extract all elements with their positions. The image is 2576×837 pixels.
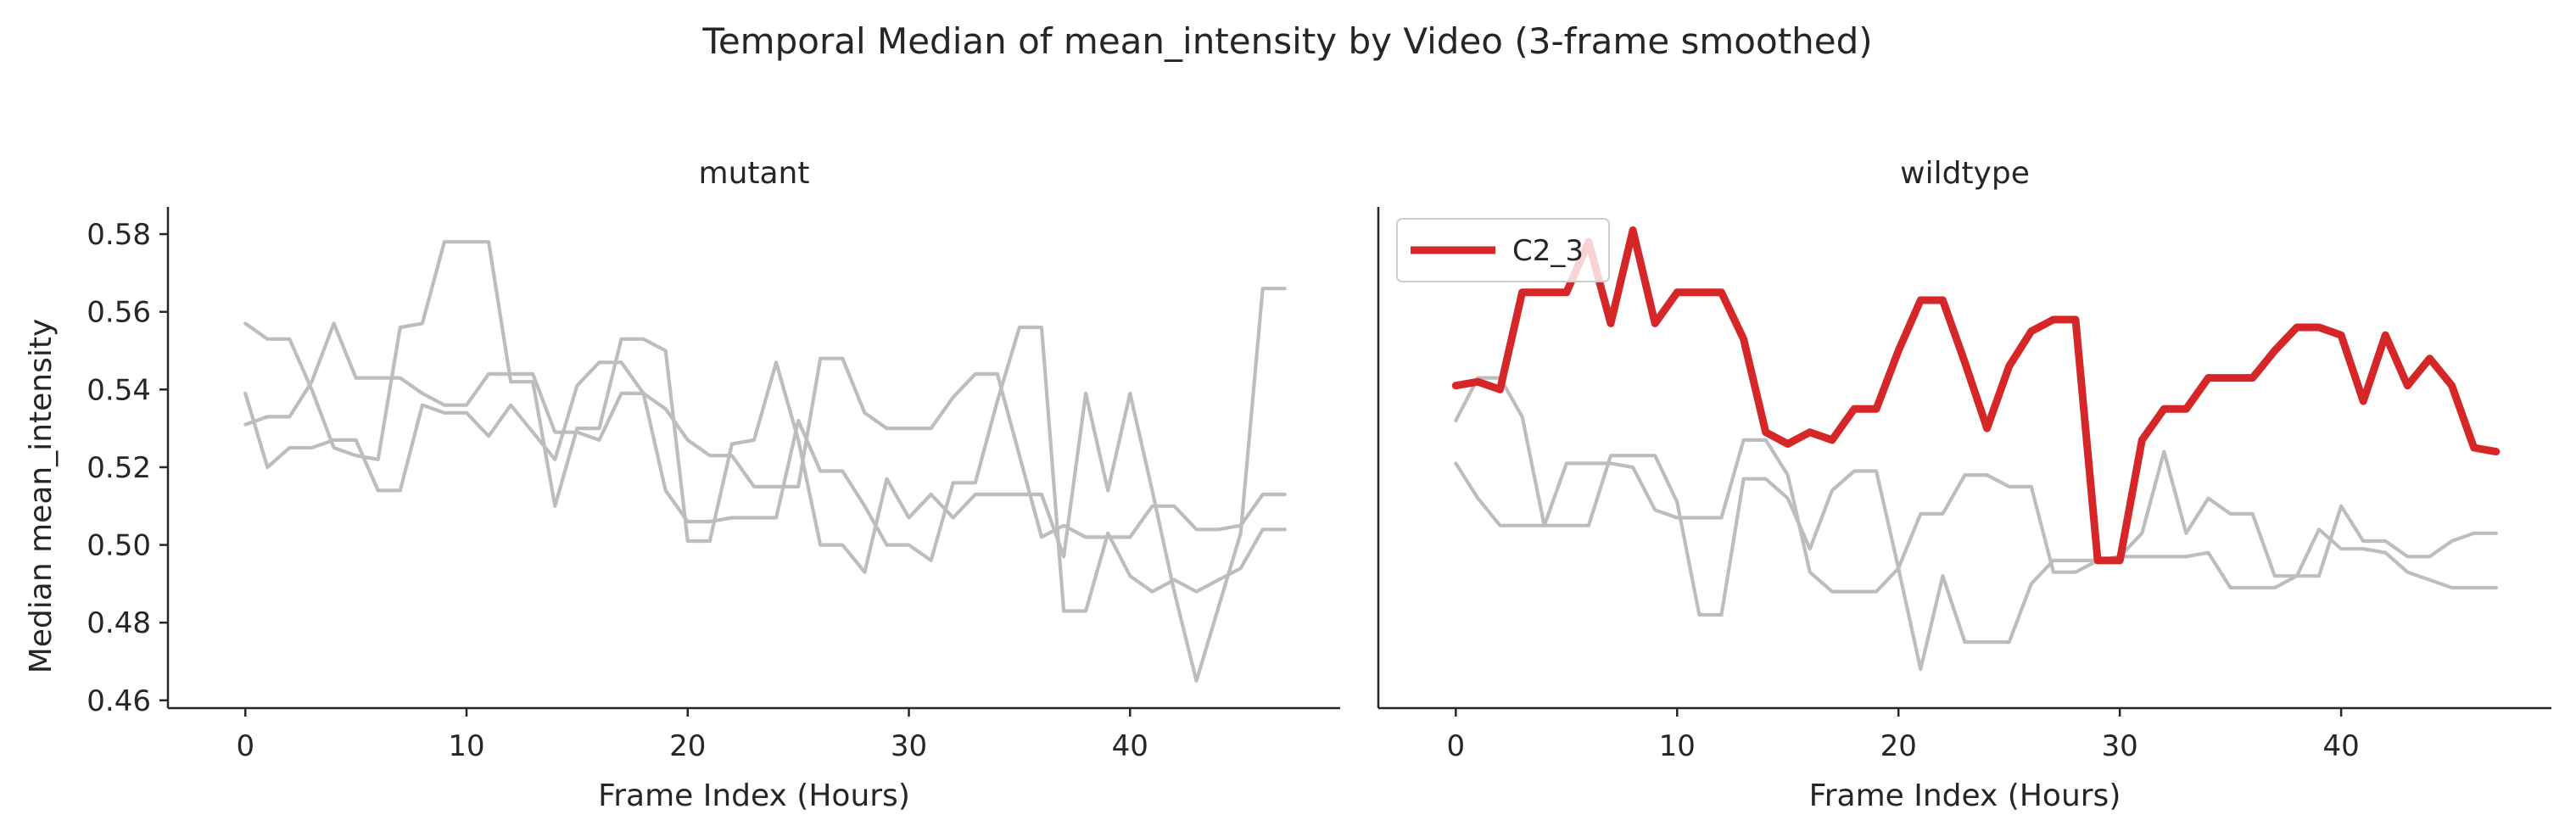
- x-axis-label: Frame Index (Hours): [1809, 778, 2121, 813]
- series-line-grey: [1454, 449, 2498, 672]
- x-tick-label: 30: [2102, 729, 2138, 763]
- x-axis-label: Frame Index (Hours): [598, 778, 910, 813]
- y-axis-label: Median mean_intensity: [24, 319, 59, 674]
- y-tick-label: 0.50: [87, 529, 151, 563]
- x-tick-label: 20: [1880, 729, 1917, 763]
- x-tick-label: 0: [236, 729, 254, 763]
- x-tick-label: 10: [448, 729, 484, 763]
- panel-wildtype: wildtype 0 10 20 30 40 Frame Index (Hours) C2_3: [1377, 156, 2551, 813]
- panel-title: wildtype: [1900, 156, 2030, 191]
- panel-mutant: mutant 0 10 20 30 40 Frame Index (Hours) 0.46 0.…: [87, 156, 1340, 813]
- series-line-grey: [243, 325, 1287, 613]
- panel-title: mutant: [699, 156, 810, 191]
- y-tick-label: 0.58: [87, 218, 151, 252]
- x-tick-label: 20: [669, 729, 706, 763]
- y-tick-label: 0.46: [87, 684, 151, 718]
- series-line-grey: [243, 240, 1287, 684]
- x-tick-label: 0: [1447, 729, 1466, 763]
- legend-label: C2_3: [1512, 234, 1584, 268]
- series-line-C2_3: [1451, 226, 2501, 565]
- y-tick-label: 0.48: [87, 606, 151, 640]
- series-line-grey: [1454, 376, 2498, 594]
- series-line-grey: [243, 321, 1287, 539]
- x-tick-label: 10: [1659, 729, 1696, 763]
- x-tick-label: 30: [891, 729, 927, 763]
- figure-title: Temporal Median of mean_intensity by Vid…: [701, 20, 1872, 62]
- y-tick-label: 0.54: [87, 373, 151, 407]
- legend-box: [1396, 218, 1610, 282]
- x-tick-label: 40: [2322, 729, 2359, 763]
- y-tick-label: 0.52: [87, 451, 151, 485]
- x-tick-label: 40: [1112, 729, 1148, 763]
- y-tick-label: 0.56: [87, 296, 151, 330]
